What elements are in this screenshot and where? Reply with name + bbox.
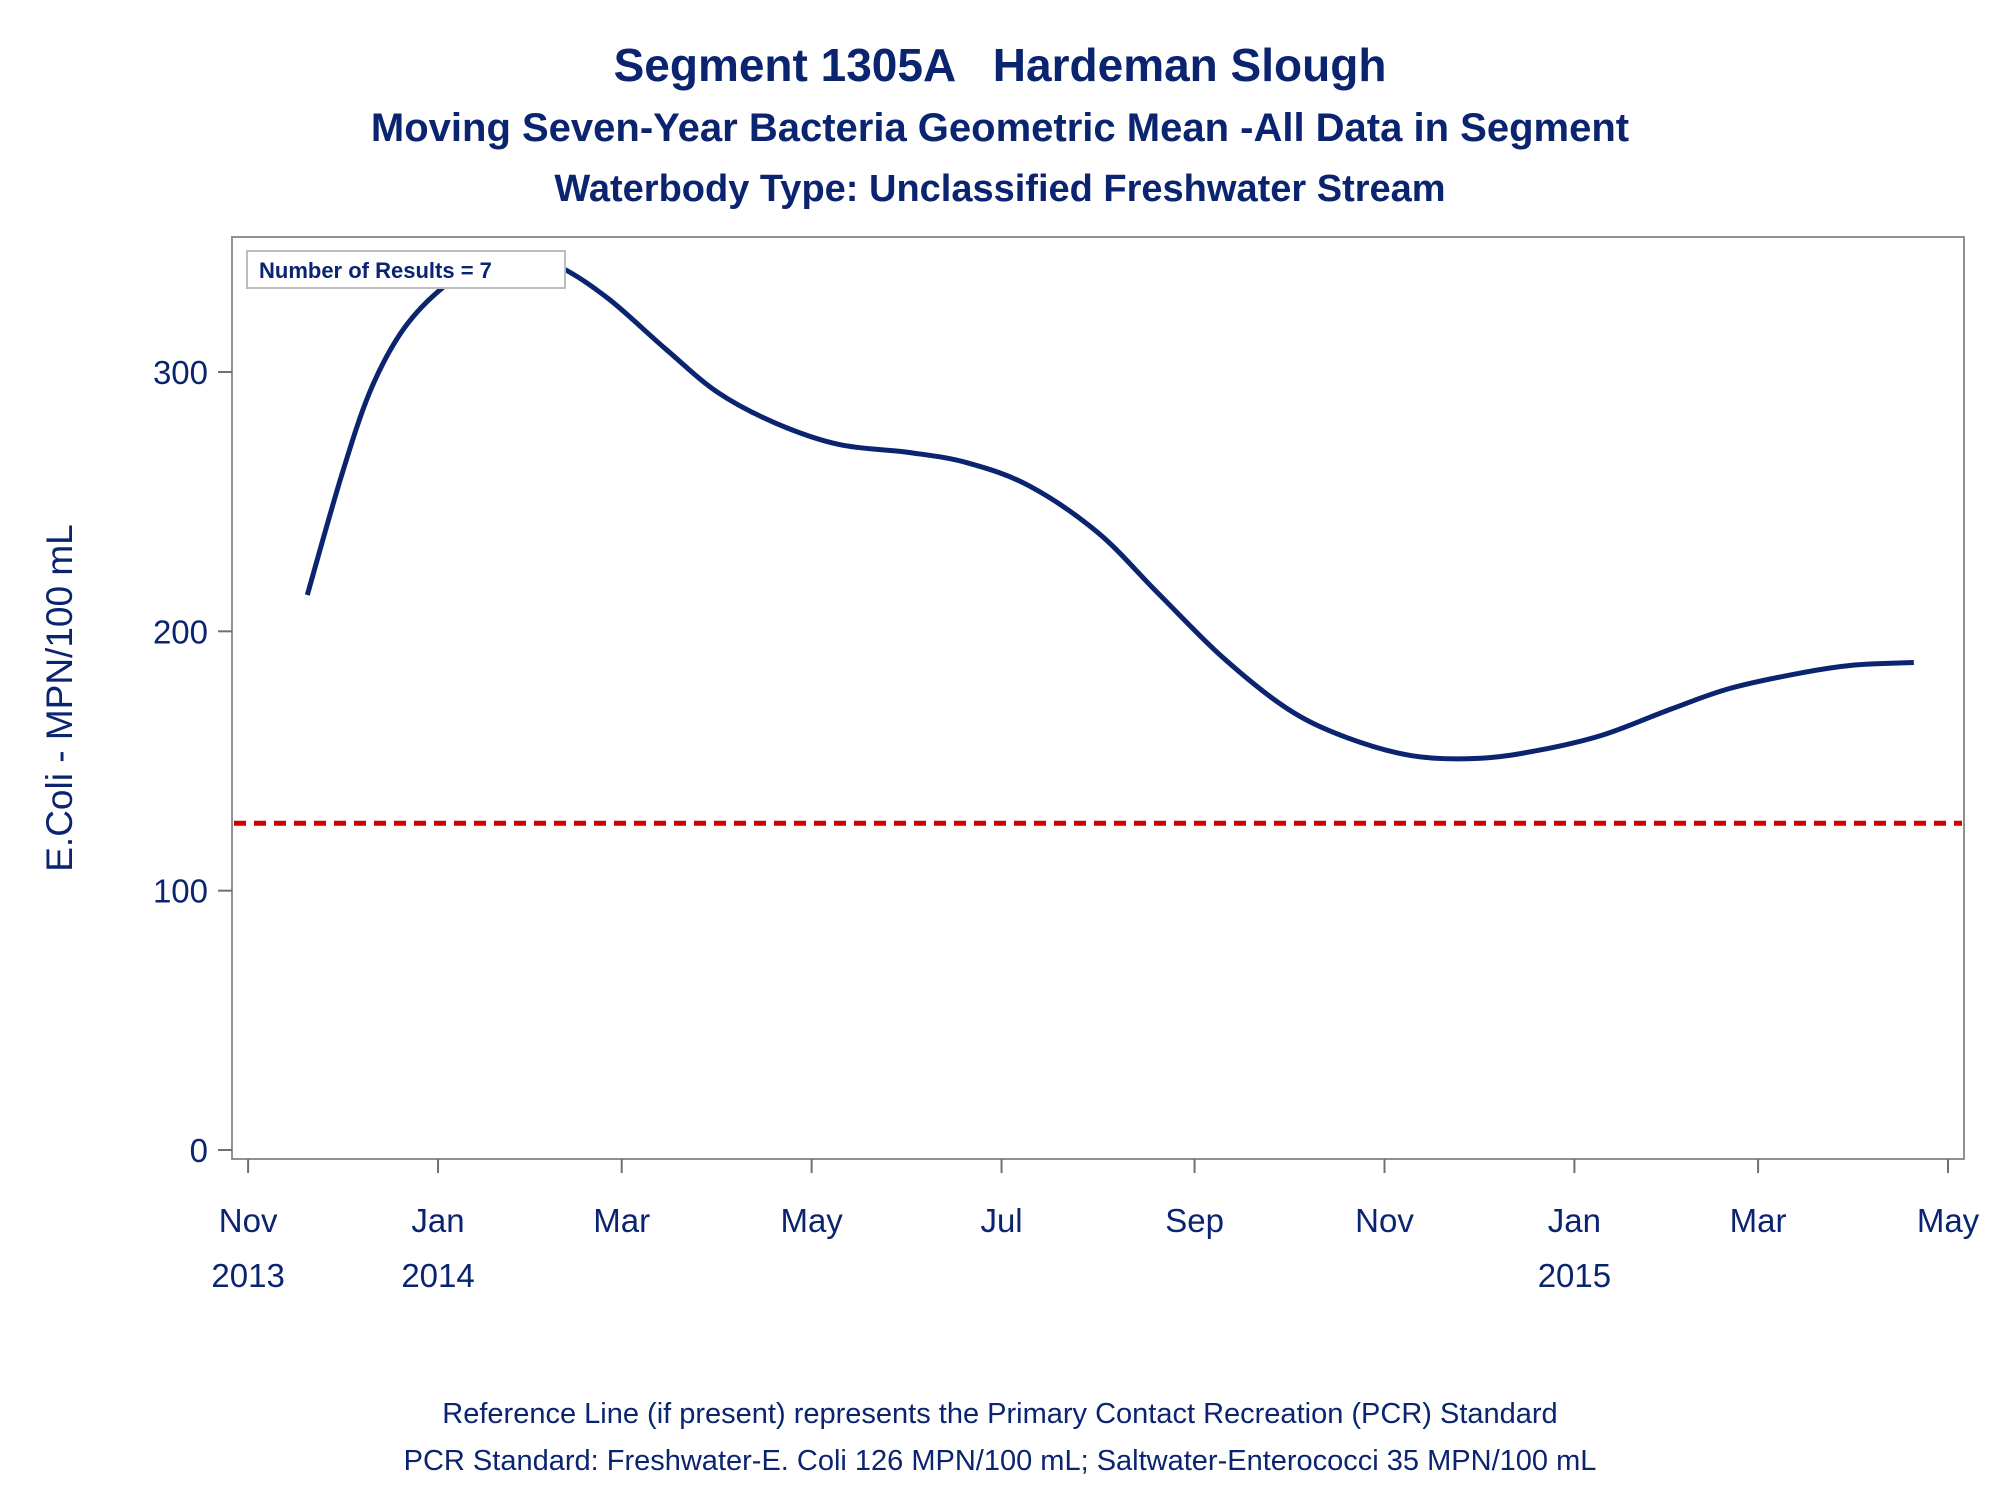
x-tick-label-1: Jan (411, 1202, 464, 1239)
chart-subtitle: Moving Seven-Year Bacteria Geometric Mea… (370, 106, 1630, 150)
y-tick-label-300: 300 (153, 354, 208, 391)
x-tick-label-6: Nov (1355, 1202, 1414, 1239)
x-tick-year-label-1: 2014 (401, 1257, 474, 1294)
chart-subtitle-waterbody: Waterbody Type: Unclassified Freshwater … (554, 168, 1446, 210)
y-tick-label-0: 0 (190, 1132, 208, 1169)
x-tick-year-label-7: 2015 (1538, 1257, 1611, 1294)
x-tick-label-8: Mar (1730, 1202, 1787, 1239)
x-tick-label-4: Jul (980, 1202, 1022, 1239)
chart-title: Segment 1305A Hardeman Slough (613, 39, 1387, 91)
plot-frame (231, 236, 1965, 1160)
annotation-text: Number of Results = 7 (259, 258, 492, 283)
x-tick-label-3: May (780, 1202, 843, 1239)
y-axis: 0 100 200 300 (153, 354, 232, 1169)
x-tick-label-9: May (1917, 1202, 1980, 1239)
y-axis-label: E.Coli - MPN/100 mL (39, 524, 80, 872)
x-tick-label-2: Mar (593, 1202, 650, 1239)
footnote-reference-line: Reference Line (if present) represents t… (442, 1398, 1558, 1430)
geometric-mean-series-line (304, 252, 1914, 762)
x-tick-label-7: Jan (1548, 1202, 1601, 1239)
footnote-pcr-standard: PCR Standard: Freshwater-E. Coli 126 MPN… (403, 1445, 1597, 1477)
annotation-box (246, 250, 566, 289)
y-tick-label-100: 100 (153, 873, 208, 910)
x-tick-year-label-0: 2013 (211, 1257, 284, 1294)
x-tick-label-5: Sep (1165, 1202, 1224, 1239)
series-layer (304, 252, 1914, 762)
x-axis: Nov 2013 Jan 2014 Mar May Jul Sep Nov Jan 2015 Mar M… (211, 1159, 1980, 1294)
x-tick-label-0: Nov (219, 1202, 278, 1239)
y-tick-label-200: 200 (153, 613, 208, 650)
results-annotation: Number of Results = 7 (246, 250, 566, 289)
